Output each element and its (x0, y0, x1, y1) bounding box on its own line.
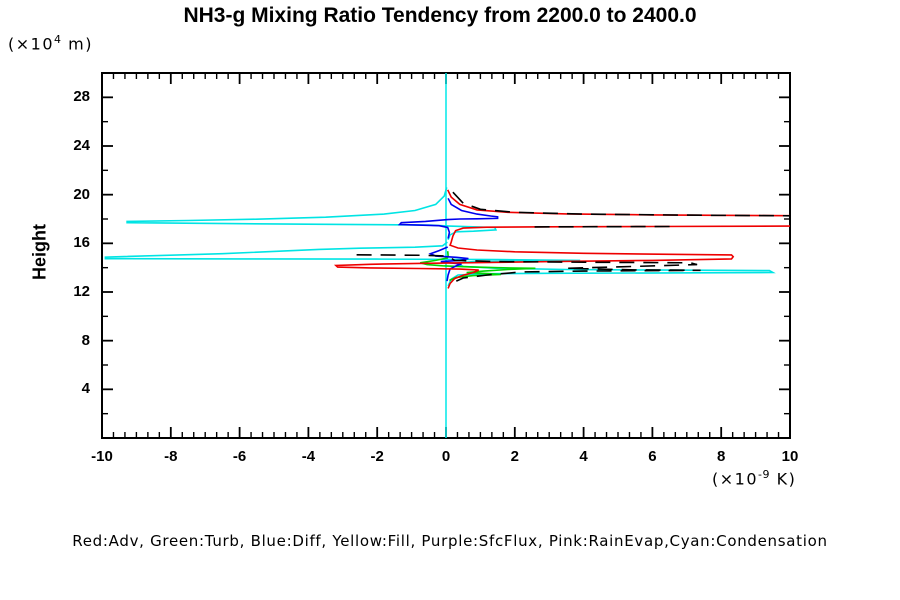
y-tick-label: 20 (73, 185, 90, 203)
y-tick-label: 4 (81, 380, 90, 398)
series-turb (419, 251, 536, 282)
x-tick-label: 6 (648, 448, 657, 465)
chart-title: NH3-g Mixing Ratio Tendency from 2200.0 … (183, 4, 697, 27)
x-tick-label: -10 (91, 448, 113, 465)
y-tick-label: 16 (73, 234, 90, 252)
legend-text: Red:Adv, Green:Turb, Blue:Diff, Yellow:F… (72, 532, 828, 550)
y-axis-unit: (×104 m) (8, 33, 93, 54)
x-tick-label: 0 (441, 448, 451, 465)
series-diff (397, 197, 499, 239)
x-tick-label: 8 (717, 448, 726, 465)
y-tick-label: 8 (81, 331, 90, 349)
x-tick-label: -6 (232, 448, 247, 465)
series-unlabeled-black (356, 254, 701, 282)
x-axis-unit: (×10-9 K) (712, 468, 797, 489)
series-adv (333, 225, 791, 289)
series-adv (446, 189, 791, 217)
x-tick-label: -2 (370, 448, 384, 465)
series-condensation (126, 187, 498, 241)
x-unit-exponent: -9 (758, 468, 770, 481)
y-tick-label: 12 (73, 283, 90, 300)
x-tick-label: 2 (510, 448, 519, 465)
x-tick-label: -4 (301, 448, 316, 465)
series-condensation (104, 241, 776, 287)
y-tick-label: 24 (73, 137, 90, 154)
y-tick-label: 28 (73, 88, 90, 106)
x-tick-label: -8 (164, 448, 178, 465)
x-tick-label: 10 (781, 448, 799, 465)
x-tick-label: 4 (579, 448, 588, 465)
y-unit-exponent: 4 (54, 33, 62, 46)
